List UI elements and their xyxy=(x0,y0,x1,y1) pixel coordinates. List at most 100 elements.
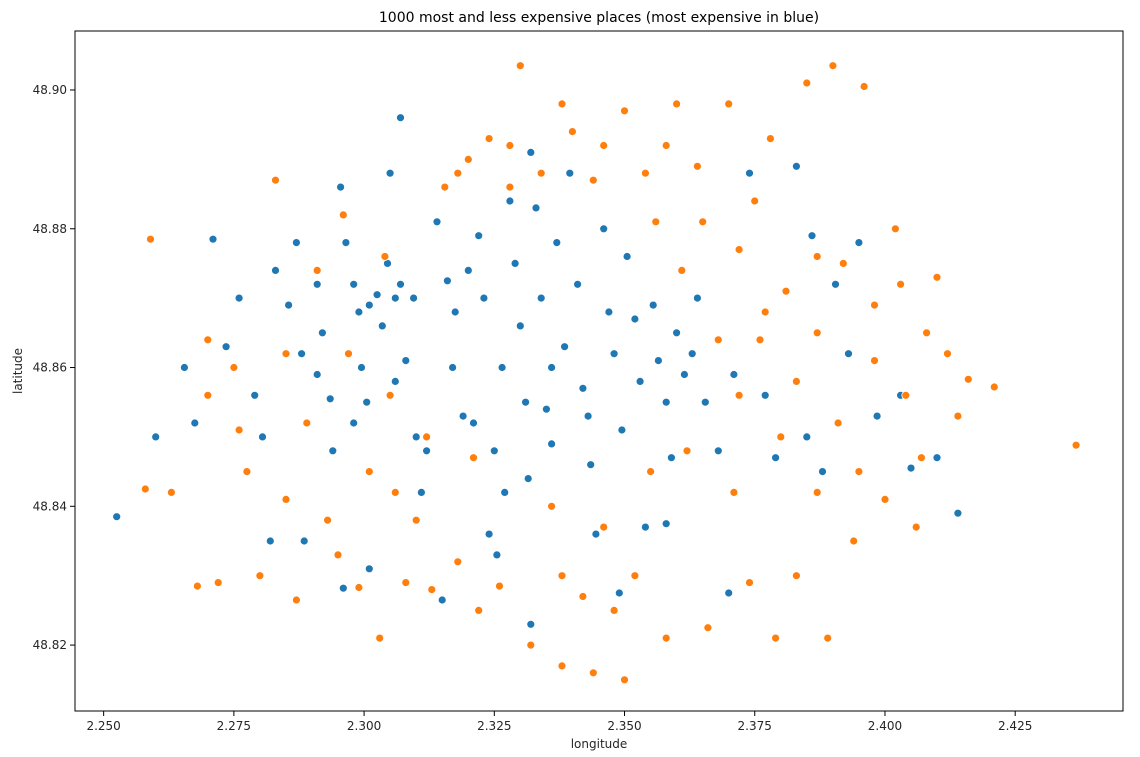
data-point-series1 xyxy=(484,529,494,539)
data-point-series1 xyxy=(526,147,536,157)
data-point-series2 xyxy=(823,633,833,643)
data-point-series2 xyxy=(323,515,333,525)
data-point-series1 xyxy=(437,595,447,605)
data-point-series1 xyxy=(932,453,942,463)
data-point-series2 xyxy=(641,168,650,178)
data-point-series2 xyxy=(911,522,921,532)
data-point-series1 xyxy=(552,238,562,248)
data-point-series2 xyxy=(469,453,478,463)
data-point-series1 xyxy=(372,290,382,300)
data-point-series1 xyxy=(599,224,609,234)
data-point-series2 xyxy=(812,328,822,338)
data-point-series2 xyxy=(536,168,546,178)
data-point-series2 xyxy=(453,557,463,567)
data-point-series1 xyxy=(364,564,374,574)
data-point-series1 xyxy=(357,363,366,372)
data-point-series2 xyxy=(943,349,952,359)
data-point-series1 xyxy=(385,168,395,178)
data-point-series1 xyxy=(265,536,275,546)
x-tick-label: 2.325 xyxy=(477,719,511,733)
data-point-series1 xyxy=(854,238,864,248)
data-point-series2 xyxy=(281,494,291,504)
data-point-series2 xyxy=(989,382,999,392)
data-point-series2 xyxy=(484,134,494,144)
data-point-series1 xyxy=(349,418,359,428)
data-point-series2 xyxy=(682,446,692,456)
data-point-series1 xyxy=(667,453,676,463)
data-point-series1 xyxy=(312,370,322,379)
data-point-series1 xyxy=(591,529,601,539)
data-point-series2 xyxy=(495,581,504,591)
data-point-series2 xyxy=(802,78,812,88)
data-point-series2 xyxy=(766,134,775,144)
data-point-series1 xyxy=(604,307,614,317)
points-layer xyxy=(112,61,1081,685)
data-point-series1 xyxy=(364,300,374,310)
data-point-series2 xyxy=(963,374,973,384)
data-point-series2 xyxy=(255,571,265,581)
data-point-series2 xyxy=(870,300,879,310)
data-point-series2 xyxy=(302,418,312,428)
data-point-series2 xyxy=(427,585,437,594)
data-point-series1 xyxy=(469,418,478,428)
data-point-series1 xyxy=(687,349,697,359)
data-point-series1 xyxy=(693,293,702,303)
data-point-series1 xyxy=(190,418,200,428)
data-point-series2 xyxy=(609,606,619,615)
data-point-series2 xyxy=(724,99,734,109)
data-point-series1 xyxy=(771,453,780,463)
data-point-series2 xyxy=(271,175,280,185)
data-point-series1 xyxy=(458,411,468,421)
data-point-series1 xyxy=(390,293,400,303)
data-point-series2 xyxy=(651,217,661,227)
data-point-series2 xyxy=(213,578,223,587)
data-point-series1 xyxy=(586,460,596,470)
data-point-series1 xyxy=(547,439,556,449)
data-point-series1 xyxy=(328,446,338,456)
plot-frame xyxy=(74,30,1124,712)
data-point-series1 xyxy=(523,474,533,484)
data-point-series2 xyxy=(140,484,150,494)
data-point-series2 xyxy=(588,175,598,185)
data-point-series2 xyxy=(440,182,450,192)
data-point-series1 xyxy=(463,265,473,275)
x-tick-label: 2.350 xyxy=(607,719,641,733)
y-axis-ticks: 48.82 48.84 48.86 48.88 48.90 xyxy=(33,83,75,652)
data-point-series2 xyxy=(281,349,291,359)
data-point-series2 xyxy=(677,265,687,275)
data-point-series2 xyxy=(620,106,629,116)
data-point-series2 xyxy=(375,633,385,643)
data-point-series1 xyxy=(792,161,801,171)
data-point-series2 xyxy=(515,61,525,71)
data-point-series2 xyxy=(750,196,760,206)
data-point-series1 xyxy=(354,307,364,317)
data-point-series1 xyxy=(515,321,525,331)
data-point-series2 xyxy=(364,467,374,477)
data-point-series1 xyxy=(450,307,460,317)
data-point-series1 xyxy=(661,519,671,529)
y-tick-label: 48.88 xyxy=(33,222,67,236)
data-point-series1 xyxy=(680,370,689,379)
data-point-series1 xyxy=(560,342,569,352)
data-point-series2 xyxy=(870,356,879,366)
y-tick-label: 48.84 xyxy=(33,499,67,513)
data-point-series2 xyxy=(526,640,536,650)
data-point-series1 xyxy=(547,363,556,372)
y-tick-label: 48.90 xyxy=(33,83,67,97)
data-point-series1 xyxy=(448,363,458,372)
data-point-series2 xyxy=(1071,440,1081,450)
data-point-series1 xyxy=(526,619,536,629)
data-point-series1 xyxy=(622,252,632,261)
data-point-series2 xyxy=(411,515,421,525)
x-tick-label: 2.250 xyxy=(86,719,120,733)
data-point-series1 xyxy=(250,390,260,400)
data-point-series1 xyxy=(609,349,619,359)
data-point-series1 xyxy=(583,411,593,421)
data-point-series1 xyxy=(497,363,507,372)
data-point-series1 xyxy=(474,231,484,241)
data-point-series1 xyxy=(531,203,541,213)
data-point-series2 xyxy=(333,550,343,560)
data-point-series2 xyxy=(646,467,655,477)
data-point-series1 xyxy=(672,328,681,338)
data-point-series2 xyxy=(792,376,801,386)
